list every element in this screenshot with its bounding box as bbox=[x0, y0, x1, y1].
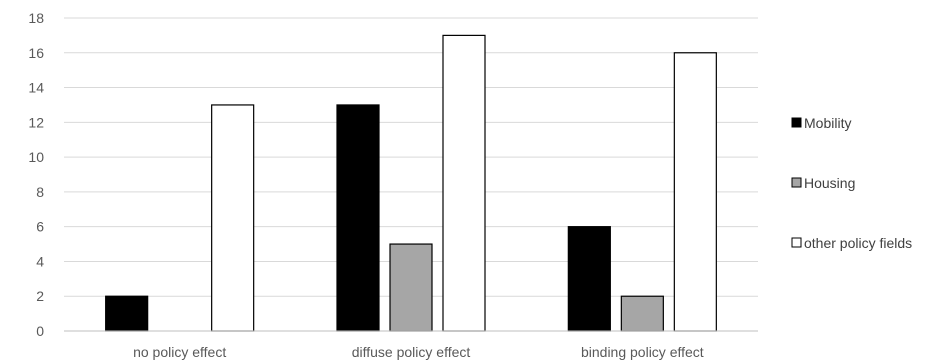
bar-other-policy-fields bbox=[211, 104, 255, 332]
bar-mobility bbox=[567, 226, 611, 332]
bar-housing bbox=[620, 295, 664, 332]
x-category-label: diffuse policy effect bbox=[352, 344, 471, 360]
bar-mobility bbox=[336, 104, 380, 332]
bar-housing bbox=[389, 243, 433, 332]
bars bbox=[105, 34, 717, 332]
legend-label: other policy fields bbox=[804, 235, 912, 251]
legend-swatch bbox=[791, 177, 802, 188]
y-tick-label: 8 bbox=[36, 184, 44, 200]
y-tick-label: 14 bbox=[28, 80, 44, 96]
legend: Mobility Housing other policy fields bbox=[791, 115, 912, 251]
bar-other-policy-fields bbox=[673, 52, 717, 332]
legend-label: Housing bbox=[804, 175, 855, 191]
legend-swatch bbox=[791, 117, 802, 128]
y-tick-label: 4 bbox=[36, 253, 44, 269]
bar-mobility bbox=[105, 295, 149, 332]
bar-other-policy-fields bbox=[442, 34, 486, 332]
gridlines bbox=[64, 17, 758, 297]
axes: 0 2 4 6 8 10 12 14 16 18 no policy effect diffuse p… bbox=[28, 10, 758, 360]
legend-label: Mobility bbox=[804, 115, 851, 131]
x-category-label: binding policy effect bbox=[581, 344, 704, 360]
y-tick-label: 18 bbox=[28, 10, 44, 26]
y-tick-label: 10 bbox=[28, 149, 44, 165]
y-tick-label: 16 bbox=[28, 45, 44, 61]
x-category-label: no policy effect bbox=[133, 344, 226, 360]
legend-swatch bbox=[791, 237, 802, 248]
y-tick-label: 0 bbox=[36, 323, 44, 339]
y-tick-label: 2 bbox=[36, 288, 44, 304]
y-tick-label: 6 bbox=[36, 219, 44, 235]
y-tick-label: 12 bbox=[28, 114, 44, 130]
